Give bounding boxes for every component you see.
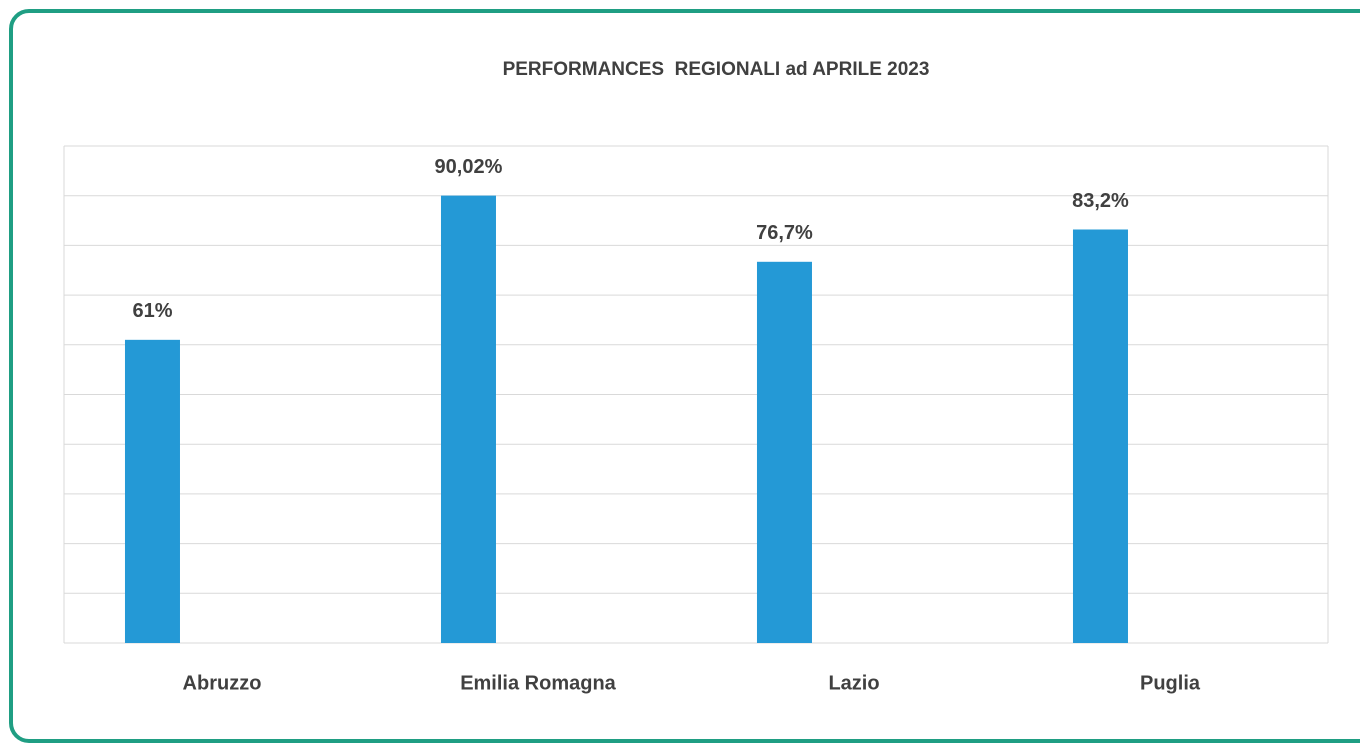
- x-tick-label: Abruzzo: [183, 672, 262, 694]
- x-tick-label: Lazio: [828, 672, 879, 694]
- chart-frame: [9, 9, 1360, 743]
- x-tick-label: Emilia Romagna: [460, 672, 616, 694]
- bar: [1072, 229, 1128, 643]
- data-label: 61%: [132, 300, 172, 322]
- chart-title: PERFORMANCES REGIONALI ad APRILE 2023: [503, 59, 930, 80]
- data-label: 76,7%: [756, 222, 813, 244]
- bar: [440, 195, 496, 644]
- data-label: 83,2%: [1072, 190, 1129, 212]
- data-label: 90,02%: [435, 156, 503, 178]
- bar: [756, 261, 812, 643]
- bar: [124, 339, 180, 643]
- x-tick-label: Puglia: [1140, 672, 1201, 694]
